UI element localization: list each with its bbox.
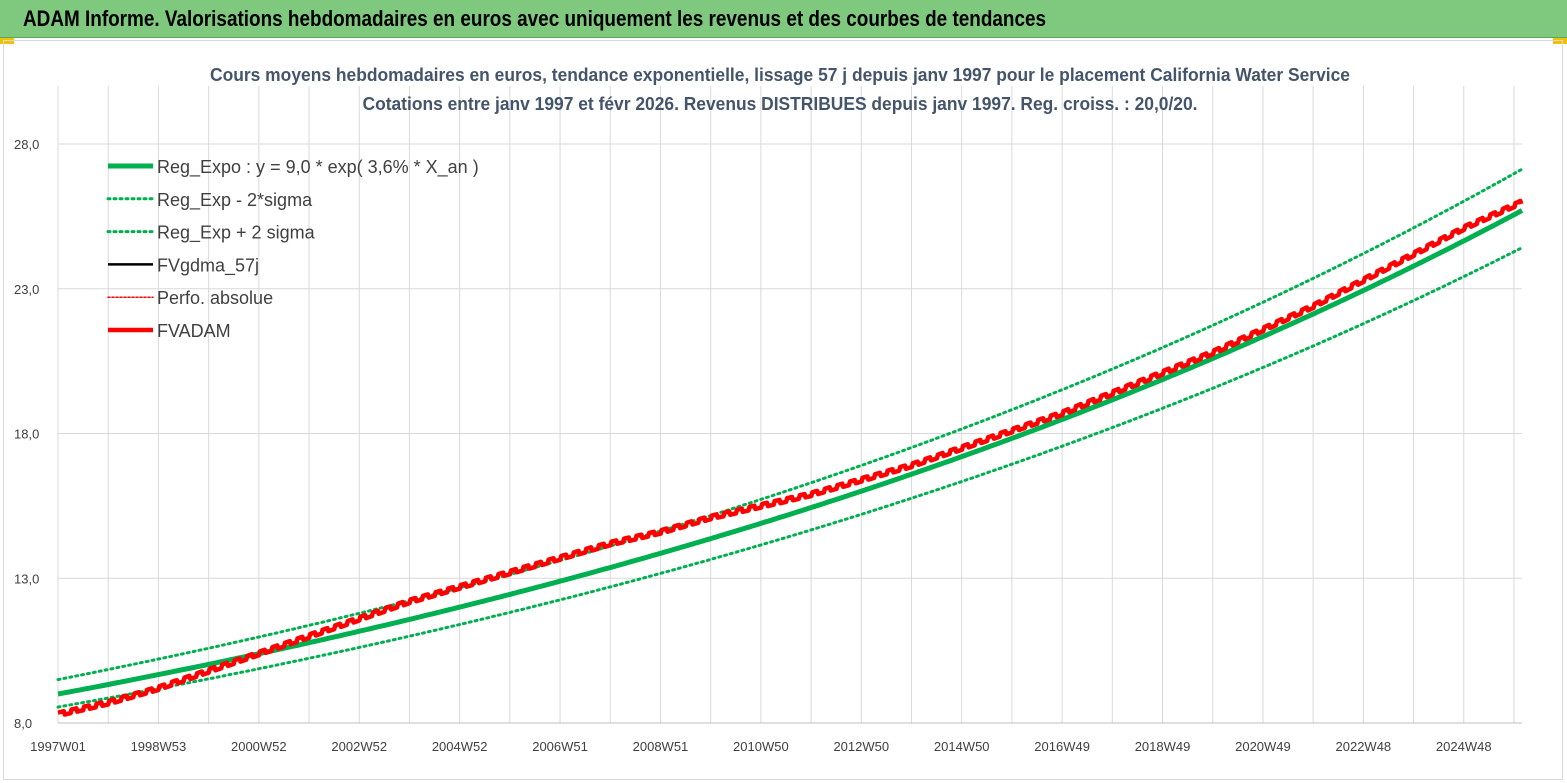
legend-label-fvgdma: FVgdma_57j bbox=[157, 255, 259, 276]
x-tick-label: 2014W50 bbox=[934, 739, 990, 754]
y-tick-label: 8,0 bbox=[14, 716, 32, 731]
x-tick-label: 2018W49 bbox=[1135, 739, 1191, 754]
x-tick-label: 2012W50 bbox=[833, 739, 889, 754]
chart-frame bbox=[3, 40, 1563, 780]
x-tick-label: 2004W52 bbox=[432, 739, 488, 754]
legend-label-perfo: Perfo. absolue bbox=[157, 288, 273, 308]
x-tick-label: 2020W49 bbox=[1235, 739, 1291, 754]
x-tick-label: 2024W48 bbox=[1436, 739, 1492, 754]
legend-label-reg_high: Reg_Exp + 2 sigma bbox=[157, 223, 316, 244]
series-fvadam bbox=[56, 198, 1524, 717]
x-tick-label: 2008W51 bbox=[633, 739, 689, 754]
x-tick-label: 2006W51 bbox=[532, 739, 588, 754]
header-banner: ADAM Informe. Valorisations hebdomadaire… bbox=[0, 0, 1567, 38]
x-tick-label: 1997W01 bbox=[30, 739, 86, 754]
y-axis-ticks: 8,0 13,0 18,0 23,0 28,0 bbox=[14, 137, 39, 731]
x-tick-label: 2010W50 bbox=[733, 739, 789, 754]
legend-label-fvadam: FVADAM bbox=[157, 321, 231, 341]
y-tick-label: 18,0 bbox=[14, 427, 39, 442]
header-title: ADAM Informe. Valorisations hebdomadaire… bbox=[23, 6, 1047, 31]
y-tick-label: 13,0 bbox=[14, 571, 39, 586]
chart-series bbox=[56, 167, 1524, 717]
legend-label-reg_low: Reg_Exp - 2*sigma bbox=[157, 190, 313, 211]
x-tick-label: 1998W53 bbox=[131, 739, 187, 754]
legend-label-reg: Reg_Expo : y = 9,0 * exp( 3,6% * X_an ) bbox=[157, 157, 479, 178]
series-reg-exp-minus-2sigma bbox=[56, 246, 1524, 709]
corner-marker-right bbox=[1553, 38, 1567, 44]
y-tick-label: 23,0 bbox=[14, 282, 39, 297]
chart-grid bbox=[57, 86, 1522, 724]
corner-marker-left bbox=[0, 38, 14, 44]
chart-title-line2: Cotations entre janv 1997 et févr 2026. … bbox=[363, 94, 1198, 114]
y-tick-label: 28,0 bbox=[14, 137, 39, 152]
x-tick-label: 2002W52 bbox=[331, 739, 387, 754]
chart-title-line1: Cours moyens hebdomadaires en euros, ten… bbox=[210, 65, 1350, 85]
x-axis-ticks: 1997W01 1998W53 2000W52 2002W52 2004W52 2006W… bbox=[30, 739, 1491, 754]
chart-legend: Reg_Expo : y = 9,0 * exp( 3,6% * X_an ) R… bbox=[106, 157, 479, 341]
series-reg-exp-plus-2sigma bbox=[56, 167, 1524, 682]
x-tick-label: 2022W48 bbox=[1336, 739, 1392, 754]
x-tick-label: 2016W49 bbox=[1034, 739, 1090, 754]
series-reg-expo bbox=[57, 208, 1524, 697]
x-tick-label: 2000W52 bbox=[231, 739, 287, 754]
